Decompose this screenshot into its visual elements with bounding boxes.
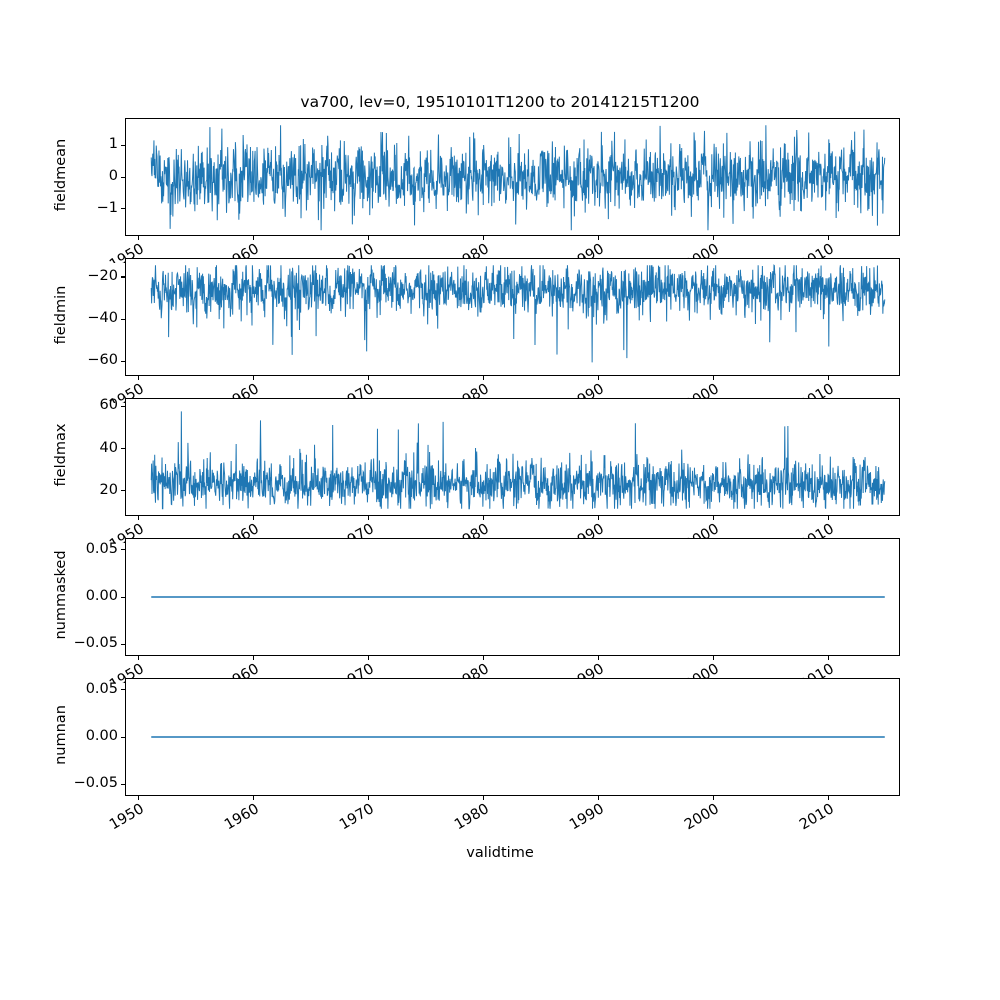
xtick-mark-nummasked-5	[713, 656, 715, 660]
xtick-mark-fieldmean-0	[138, 236, 140, 240]
xtick-mark-numnan-5	[713, 796, 715, 800]
xtick-label-numnan-3: 1980	[451, 801, 492, 834]
xtick-mark-numnan-2	[368, 796, 370, 800]
xtick-mark-fieldmax-0	[138, 516, 140, 520]
ytick-label-fieldmin-0: −60	[87, 352, 118, 369]
xtick-mark-numnan-6	[828, 796, 830, 800]
ytick-label-fieldmax-2: 60	[99, 397, 118, 414]
xtick-mark-nummasked-2	[368, 656, 370, 660]
ytick-label-fieldmax-1: 40	[99, 439, 118, 456]
ytick-mark-fieldmean-0	[121, 208, 125, 210]
xtick-label-numnan-0: 1950	[106, 801, 147, 834]
ytick-mark-nummasked-2	[121, 549, 125, 551]
xtick-mark-numnan-3	[483, 796, 485, 800]
xtick-label-numnan-2: 1970	[336, 801, 377, 834]
ytick-label-fieldmean-0: −1	[96, 199, 118, 216]
ytick-label-fieldmean-1: 0	[108, 168, 118, 184]
ytick-label-fieldmean-2: 1	[108, 136, 118, 153]
series-numnan	[126, 679, 899, 795]
xtick-label-numnan-5: 2000	[681, 801, 722, 834]
xtick-mark-fieldmin-6	[828, 376, 830, 380]
ytick-label-fieldmin-2: −20	[87, 267, 118, 284]
axes-panel-fieldmean	[125, 118, 900, 236]
xtick-mark-fieldmean-5	[713, 236, 715, 240]
y-axis-label-nummasked: nummasked	[53, 550, 69, 640]
axes-panel-nummasked	[125, 538, 900, 656]
ytick-mark-fieldmax-1	[121, 448, 125, 450]
x-axis-label: validtime	[466, 845, 534, 861]
xtick-mark-fieldmin-2	[368, 376, 370, 380]
ytick-mark-fieldmin-0	[121, 360, 125, 362]
xtick-mark-fieldmin-1	[253, 376, 255, 380]
xtick-mark-fieldmin-4	[598, 376, 600, 380]
ytick-mark-fieldmin-2	[121, 276, 125, 278]
xtick-mark-fieldmean-1	[253, 236, 255, 240]
y-axis-label-fieldmax: fieldmax	[53, 423, 69, 487]
ytick-label-numnan-2: 0.05	[85, 680, 118, 697]
xtick-label-numnan-6: 2010	[796, 801, 837, 834]
series-fieldmin	[126, 259, 899, 375]
ytick-mark-nummasked-1	[121, 596, 125, 598]
xtick-mark-fieldmax-5	[713, 516, 715, 520]
ytick-mark-fieldmean-2	[121, 144, 125, 146]
xtick-mark-fieldmax-6	[828, 516, 830, 520]
xtick-mark-nummasked-3	[483, 656, 485, 660]
xtick-label-numnan-4: 1990	[566, 801, 607, 834]
ytick-mark-numnan-2	[121, 689, 125, 691]
figure-title: va700, lev=0, 19510101T1200 to 20141215T…	[300, 93, 700, 111]
xtick-mark-fieldmax-1	[253, 516, 255, 520]
ytick-mark-fieldmean-1	[121, 176, 125, 178]
xtick-mark-numnan-0	[138, 796, 140, 800]
axes-panel-numnan	[125, 678, 900, 796]
xtick-mark-fieldmax-3	[483, 516, 485, 520]
xtick-mark-fieldmean-2	[368, 236, 370, 240]
xtick-mark-numnan-4	[598, 796, 600, 800]
ytick-mark-fieldmin-1	[121, 318, 125, 320]
xtick-mark-fieldmin-5	[713, 376, 715, 380]
ytick-label-numnan-1: 0.00	[85, 728, 118, 744]
ytick-label-nummasked-2: 0.05	[85, 540, 118, 557]
axes-panel-fieldmin	[125, 258, 900, 376]
xtick-mark-fieldmean-3	[483, 236, 485, 240]
xtick-mark-fieldmean-6	[828, 236, 830, 240]
y-axis-label-fieldmean: fieldmean	[53, 138, 69, 212]
ytick-mark-fieldmax-0	[121, 490, 125, 492]
xtick-mark-nummasked-0	[138, 656, 140, 660]
xtick-mark-numnan-1	[253, 796, 255, 800]
xtick-mark-fieldmin-3	[483, 376, 485, 380]
series-fieldmax	[126, 399, 899, 515]
xtick-mark-nummasked-1	[253, 656, 255, 660]
xtick-mark-fieldmax-4	[598, 516, 600, 520]
xtick-label-numnan-1: 1960	[221, 801, 262, 834]
ytick-mark-numnan-0	[121, 783, 125, 785]
ytick-label-numnan-0: −0.05	[73, 775, 118, 792]
series-fieldmean	[126, 119, 899, 235]
ytick-mark-numnan-1	[121, 736, 125, 738]
axes-panel-fieldmax	[125, 398, 900, 516]
ytick-mark-nummasked-0	[121, 643, 125, 645]
xtick-mark-nummasked-4	[598, 656, 600, 660]
ytick-mark-fieldmax-2	[121, 405, 125, 407]
xtick-mark-nummasked-6	[828, 656, 830, 660]
ytick-label-nummasked-1: 0.00	[85, 588, 118, 604]
y-axis-label-fieldmin: fieldmin	[53, 285, 69, 345]
series-nummasked	[126, 539, 899, 655]
xtick-mark-fieldmean-4	[598, 236, 600, 240]
ytick-label-fieldmax-0: 20	[99, 481, 118, 498]
xtick-mark-fieldmin-0	[138, 376, 140, 380]
ytick-label-fieldmin-1: −40	[87, 310, 118, 327]
xtick-mark-fieldmax-2	[368, 516, 370, 520]
ytick-label-nummasked-0: −0.05	[73, 635, 118, 652]
y-axis-label-numnan: numnan	[53, 705, 69, 765]
